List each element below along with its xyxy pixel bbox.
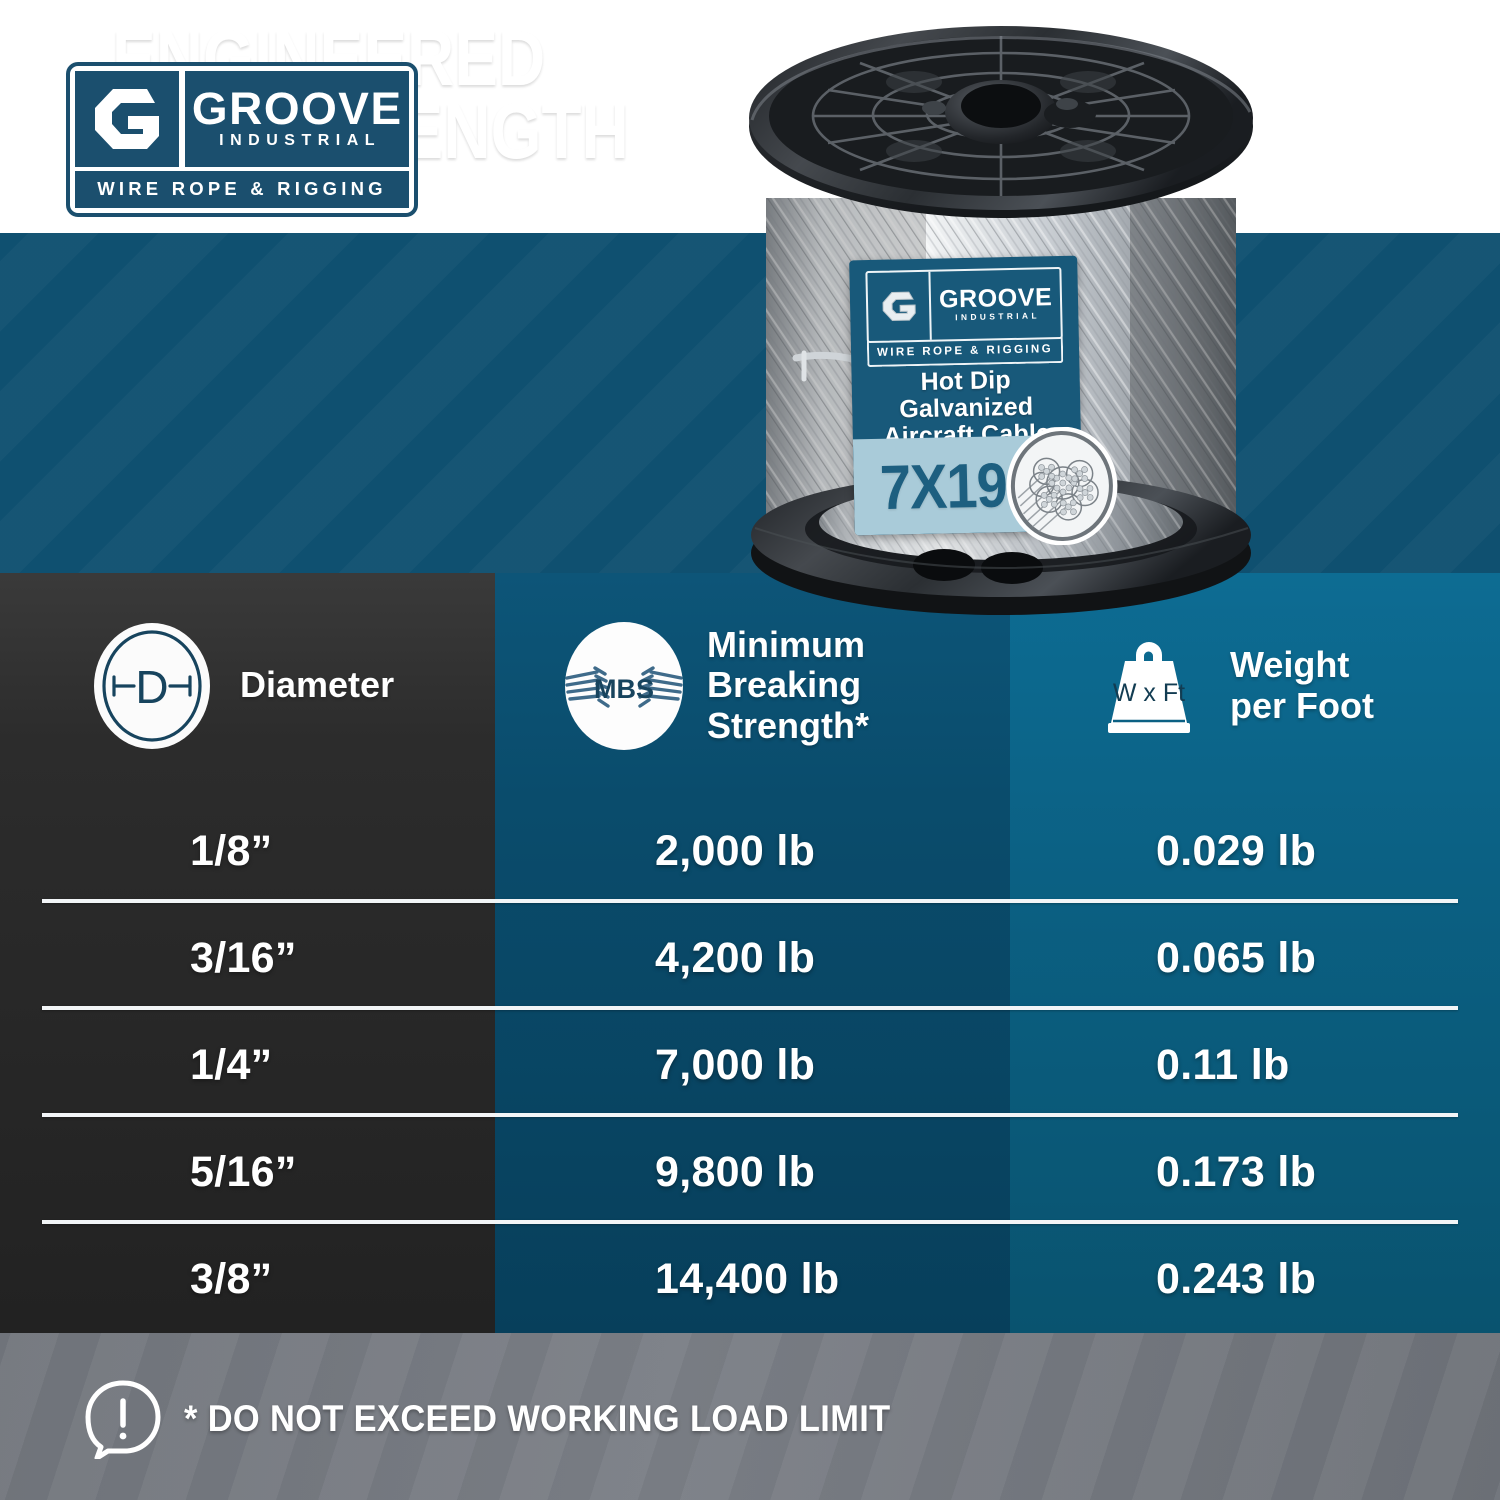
table-header-diameter: D Diameter [0, 573, 495, 798]
groove-g-monogram-icon [75, 71, 179, 167]
label-construction-text: 7X19 [879, 448, 1008, 523]
cell-diameter: 5/16” [0, 1119, 495, 1225]
mbs-icon: MBS [565, 621, 683, 750]
svg-text:MBS: MBS [594, 674, 654, 704]
logo-tagline: WIRE ROPE & RIGGING [75, 170, 409, 208]
label-tagline-text: WIRE ROPE & RIGGING [876, 343, 1054, 359]
cell-mbs-text: 9,800 lb [655, 1147, 816, 1196]
table-header-row: D Diameter [0, 573, 1500, 798]
table-row: 5/16” 9,800 lb 0.173 lb [0, 1119, 1500, 1225]
table-columns-background [0, 573, 1500, 1333]
cell-mbs: 2,000 lb [495, 798, 1010, 904]
cell-mbs-text: 7,000 lb [655, 1040, 816, 1089]
table-row: 1/4” 7,000 lb 0.11 lb [0, 1012, 1500, 1118]
row-divider [42, 899, 1458, 903]
cell-diameter: 3/16” [0, 905, 495, 1011]
cell-weight: 0.243 lb [1010, 1226, 1500, 1332]
label-brand-sub: INDUSTRIAL [955, 310, 1041, 323]
svg-text:W x Ft: W x Ft [1113, 679, 1185, 707]
cell-mbs: 9,800 lb [495, 1119, 1010, 1225]
cell-weight: 0.029 lb [1010, 798, 1500, 904]
warning-exclamation-icon [84, 1379, 162, 1461]
diameter-icon: D [94, 622, 210, 749]
table-header-diameter-label: Diameter [240, 664, 395, 706]
row-divider [42, 1006, 1458, 1010]
cell-weight: 0.065 lb [1010, 905, 1500, 1011]
brand-logo: GROOVE INDUSTRIAL WIRE ROPE & RIGGING [66, 62, 418, 217]
label-tagline: WIRE ROPE & RIGGING [866, 336, 1064, 368]
footer-band: * DO NOT EXCEED WORKING LOAD LIMIT [0, 1333, 1500, 1500]
label-g-monogram-icon [867, 271, 933, 342]
cell-mbs-text: 2,000 lb [655, 826, 816, 875]
footer-note: * DO NOT EXCEED WORKING LOAD LIMIT [184, 1398, 891, 1439]
table-row: 3/8” 14,400 lb 0.243 lb [0, 1226, 1500, 1332]
cell-weight-text: 0.065 lb [1156, 933, 1317, 982]
column-bg-weight [1010, 573, 1500, 1333]
cell-weight-text: 0.11 lb [1156, 1040, 1290, 1089]
hero-stripe-texture [0, 233, 1500, 573]
row-divider [42, 1220, 1458, 1224]
label-logo: GROOVE INDUSTRIAL [865, 266, 1063, 344]
cell-weight-text: 0.243 lb [1156, 1254, 1317, 1303]
product-label: GROOVE INDUSTRIAL WIRE ROPE & RIGGING Ho… [849, 255, 1118, 546]
cell-mbs: 7,000 lb [495, 1012, 1010, 1118]
cable-cross-section-icon [1005, 426, 1119, 546]
logo-brand-sub: INDUSTRIAL [219, 132, 382, 150]
cell-mbs-text: 14,400 lb [655, 1254, 840, 1303]
cell-mbs-text: 4,200 lb [655, 933, 816, 982]
cell-diameter-text: 3/16” [190, 933, 297, 982]
row-divider [42, 1113, 1458, 1117]
table-header-weight: W x Ft Weight per Foot [1010, 573, 1500, 798]
table-row: 1/8” 2,000 lb 0.029 lb [0, 798, 1500, 904]
cell-weight: 0.11 lb [1010, 1012, 1500, 1118]
weight-icon: W x Ft [1094, 631, 1204, 741]
cell-diameter-text: 3/8” [190, 1254, 273, 1303]
label-brand-name: GROOVE [938, 282, 1053, 314]
logo-tagline-text: WIRE ROPE & RIGGING [97, 178, 387, 200]
logo-brand-name: GROOVE [191, 82, 403, 134]
footer-stripe-texture [0, 1333, 1500, 1500]
cell-diameter-text: 5/16” [190, 1147, 297, 1196]
cell-mbs: 14,400 lb [495, 1226, 1010, 1332]
table-header-mbs-label: Minimum Breaking Strength* [707, 624, 869, 746]
cell-diameter: 3/8” [0, 1226, 495, 1332]
table-body: 1/8” 2,000 lb 0.029 lb 3/16” 4,200 lb 0.… [0, 798, 1500, 1333]
cell-diameter-text: 1/8” [190, 826, 273, 875]
cell-mbs: 4,200 lb [495, 905, 1010, 1011]
cell-diameter: 1/4” [0, 1012, 495, 1118]
hero-band [0, 233, 1500, 573]
table-header-weight-label: Weight per Foot [1230, 644, 1374, 726]
cell-diameter: 1/8” [0, 798, 495, 904]
cell-weight-text: 0.173 lb [1156, 1147, 1317, 1196]
table-row: 3/16” 4,200 lb 0.065 lb [0, 905, 1500, 1011]
table-header-mbs: MBS Minimum Breaking Strength* [495, 573, 1010, 798]
cell-diameter-text: 1/4” [190, 1040, 273, 1089]
svg-text:D: D [135, 661, 168, 713]
cell-weight: 0.173 lb [1010, 1119, 1500, 1225]
column-bg-diameter [0, 573, 495, 1333]
cell-weight-text: 0.029 lb [1156, 826, 1317, 875]
